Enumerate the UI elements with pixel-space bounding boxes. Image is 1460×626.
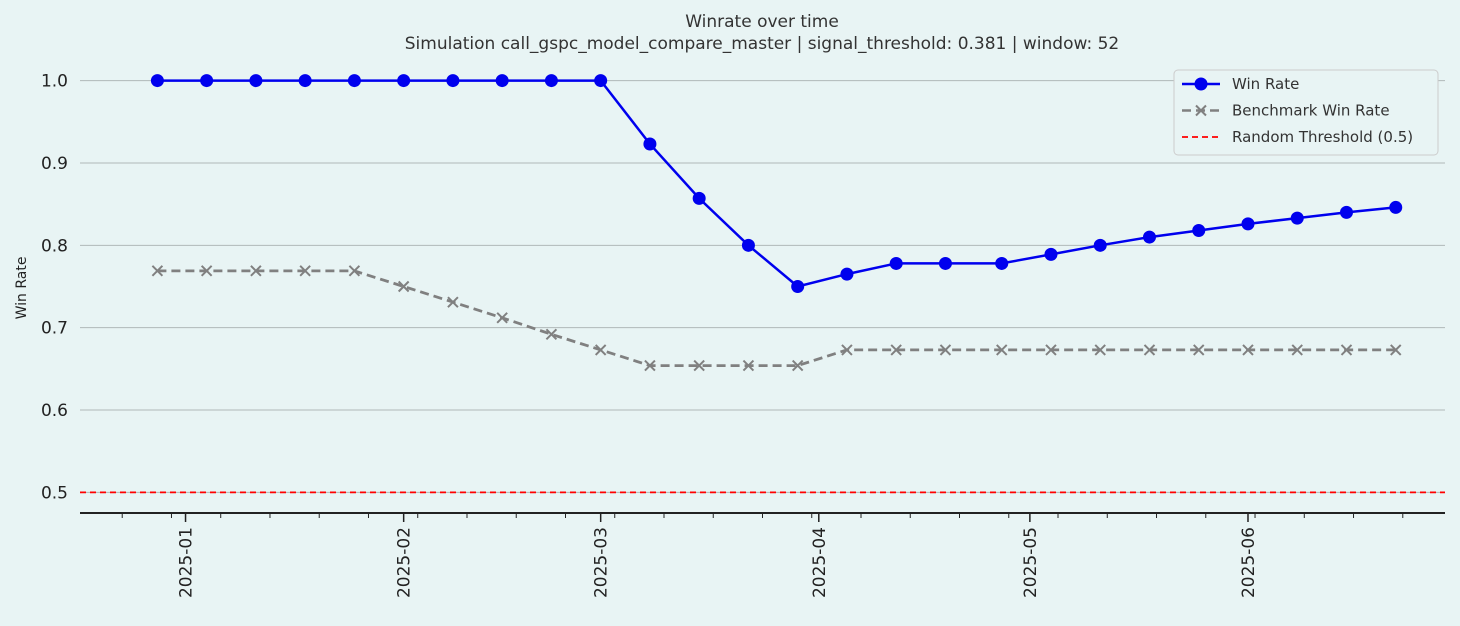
data-point <box>594 74 608 88</box>
chart-title: Winrate over time <box>685 12 839 32</box>
data-point <box>939 344 952 356</box>
data-point <box>890 344 902 356</box>
data-point <box>544 74 558 88</box>
data-point <box>249 74 263 88</box>
y-tick-label: 0.7 <box>41 319 68 339</box>
data-point <box>594 344 607 356</box>
x-tick-label: 2025-02 <box>395 527 415 598</box>
data-point <box>1290 211 1304 225</box>
data-point <box>644 359 656 372</box>
data-point <box>938 256 952 270</box>
data-point <box>1093 238 1107 252</box>
y-axis-ticks: 0.5 0.6 0.7 0.8 0.9 1.0 <box>41 72 68 504</box>
series-line <box>157 79 1396 288</box>
y-tick-label: 0.8 <box>41 236 68 256</box>
data-point <box>1044 247 1058 261</box>
y-axis-label: Win Rate <box>14 257 30 320</box>
y-tick-label: 0.6 <box>41 401 68 421</box>
data-point <box>298 74 312 88</box>
data-point <box>1143 344 1156 356</box>
legend: Win Rate Benchmark Win Rate Random Thresho… <box>1173 69 1439 156</box>
data-point <box>397 280 410 293</box>
data-point <box>1390 344 1402 356</box>
data-point <box>692 191 706 205</box>
data-point <box>446 74 460 88</box>
data-point <box>791 280 805 293</box>
data-point <box>1241 217 1255 231</box>
data-point <box>151 265 164 277</box>
legend-entry-1: Win Rate <box>1182 75 1299 93</box>
data-point <box>1389 200 1403 214</box>
x-tick-label: 2025-04 <box>810 527 830 598</box>
data-point <box>1340 344 1353 356</box>
series-1 <box>150 74 1403 293</box>
data-point <box>1339 205 1353 219</box>
data-point <box>397 74 411 88</box>
data-point <box>347 74 361 88</box>
x-tick-label: 2025-03 <box>592 527 612 598</box>
data-point <box>1291 344 1303 356</box>
x-tick-label: 2025-01 <box>177 527 197 598</box>
legend-label: Win Rate <box>1232 75 1299 93</box>
data-point <box>1094 344 1106 356</box>
data-point <box>250 265 262 277</box>
data-point <box>150 74 164 88</box>
data-point <box>693 359 705 372</box>
legend-label: Random Threshold (0.5) <box>1232 128 1413 146</box>
x-axis: 2025-01 2025-02 2025-03 2025-04 2025-05 2025-… <box>80 512 1445 598</box>
data-point <box>1242 344 1254 356</box>
data-point <box>995 256 1009 270</box>
series-line <box>157 269 1396 368</box>
data-point <box>447 296 459 308</box>
data-point <box>643 137 657 151</box>
series-2 <box>151 265 1402 372</box>
data-point <box>299 265 311 277</box>
data-point <box>1142 230 1156 244</box>
legend-box <box>1173 69 1439 156</box>
data-point <box>1045 344 1057 356</box>
y-tick-label: 1.0 <box>41 72 68 92</box>
data-point <box>496 312 508 324</box>
data-point <box>200 74 214 88</box>
data-point <box>741 238 755 252</box>
data-point <box>1192 223 1206 237</box>
y-tick-label: 0.9 <box>41 154 68 174</box>
data-point <box>1193 344 1205 356</box>
data-point <box>545 328 558 340</box>
data-point <box>840 267 854 281</box>
data-point <box>889 256 903 270</box>
x-tick-label: 2025-06 <box>1239 527 1259 598</box>
legend-entry-2: Benchmark Win Rate <box>1182 102 1390 120</box>
legend-marker <box>1195 104 1207 117</box>
legend-entry-3: Random Threshold (0.5) <box>1182 128 1413 146</box>
data-point <box>200 265 213 277</box>
data-point <box>791 359 804 372</box>
data-point <box>841 344 853 356</box>
data-point <box>742 359 755 372</box>
y-tick-label: 0.5 <box>41 483 68 503</box>
data-point <box>495 74 509 88</box>
chart-subtitle: Simulation call_gspc_model_compare_maste… <box>405 34 1119 54</box>
legend-label: Benchmark Win Rate <box>1232 102 1390 120</box>
series-layer <box>80 74 1445 494</box>
legend-marker <box>1194 77 1208 91</box>
data-point <box>996 344 1008 356</box>
x-tick-label: 2025-05 <box>1021 527 1041 598</box>
data-point <box>348 265 361 277</box>
